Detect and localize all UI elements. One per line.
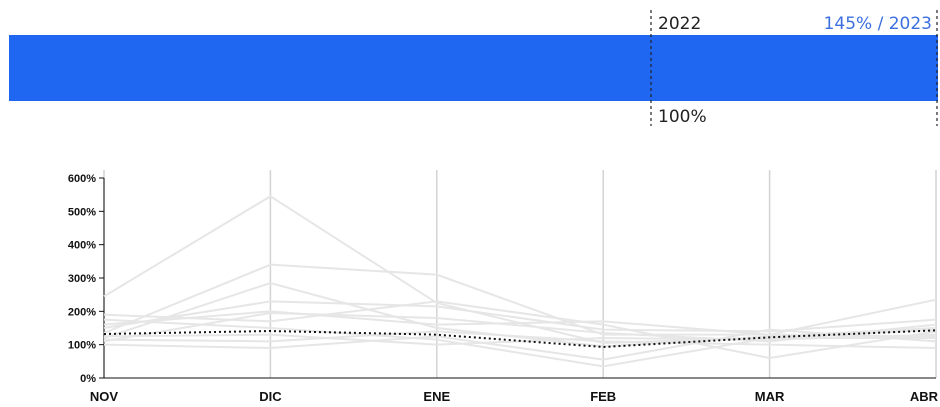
y-tick-label: 600% (68, 173, 96, 185)
x-tick-label-feb: FEB (590, 389, 616, 404)
progress-bar (9, 35, 938, 101)
y-tick-label: 200% (68, 306, 96, 318)
history-series-line (103, 263, 937, 336)
monthly-line-chart: 0% 100% 200% 300% 400% 500% 600% NOV DIC ENE FEB M… (68, 170, 939, 404)
history-series-line (103, 328, 937, 361)
y-tick-label: 0% (80, 373, 96, 385)
history-series-line (103, 300, 937, 333)
y-tick-label: 400% (68, 240, 96, 252)
x-axis: NOV DIC ENE FEB MAR ABR (90, 377, 939, 404)
y-axis: 0% 100% 200% 300% 400% 500% 600% (68, 173, 105, 385)
year-label: 2022 (658, 14, 701, 34)
history-series-line (103, 330, 937, 349)
y-tick-label: 500% (68, 206, 96, 218)
history-series-line (103, 310, 937, 338)
x-tick-label-nov: NOV (90, 389, 119, 404)
baseline-label: 100% (658, 107, 707, 127)
y-tick-label: 100% (68, 340, 96, 352)
x-tick-label-dic: DIC (259, 389, 282, 404)
current-series-line (103, 329, 937, 349)
y-tick-label: 300% (68, 273, 96, 285)
x-tick-label-mar: MAR (755, 389, 785, 404)
current-series (103, 329, 937, 349)
x-tick-label-abr: ABR (910, 389, 939, 404)
progress-section: 2022 145% / 2023 100% (9, 10, 938, 127)
relative-value-label: 145% / 2023 (824, 14, 932, 34)
history-series (103, 195, 937, 368)
x-tick-label-ene: ENE (423, 389, 450, 404)
history-series-line (103, 300, 937, 360)
